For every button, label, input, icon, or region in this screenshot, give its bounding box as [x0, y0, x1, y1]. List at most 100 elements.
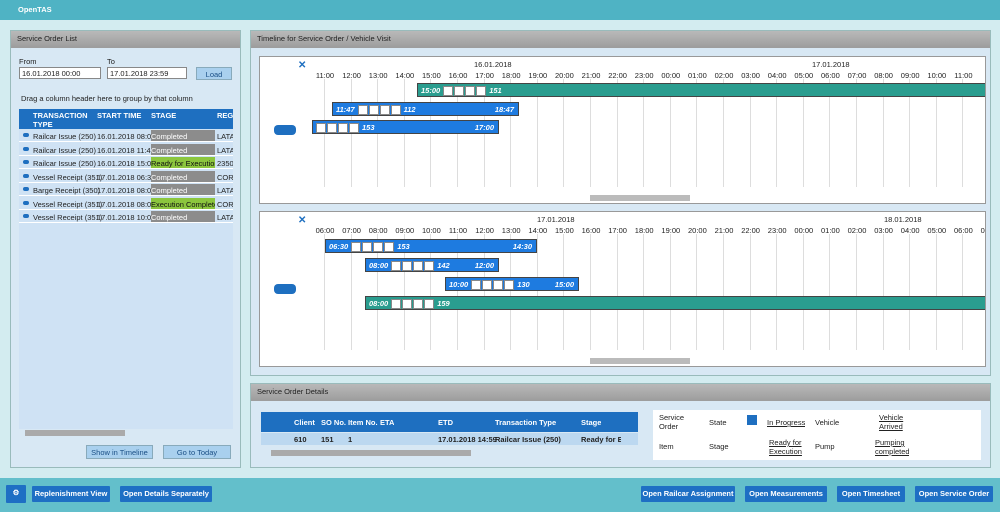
show-in-timeline-button[interactable]: Show in Timeline — [86, 445, 153, 459]
status-value[interactable]: Vehicle Arrived — [879, 413, 904, 431]
bar-number: 130 — [517, 280, 530, 289]
from-input[interactable]: 16.01.2018 00:00 — [19, 67, 101, 79]
grid-line — [536, 79, 538, 187]
bar-number: 153 — [362, 123, 375, 132]
column-header[interactable]: Item No. — [348, 418, 378, 427]
status-value[interactable]: Pumping completed — [875, 438, 909, 456]
footer-button[interactable]: Open Measurements — [745, 486, 827, 502]
h-scrollbar — [590, 195, 690, 201]
column-header[interactable]: ETD — [438, 418, 453, 427]
transaction-type[interactable]: Railcar Issue (250) — [33, 159, 96, 168]
grid-line — [563, 234, 565, 350]
column-header[interactable]: Transaction Type — [495, 418, 557, 427]
grid-line — [723, 79, 724, 187]
column-header[interactable]: REG — [217, 111, 234, 120]
stage-icon — [424, 261, 435, 271]
footer-button[interactable]: Open Service Order — [915, 486, 993, 502]
stage-icon — [349, 123, 359, 133]
transaction-type[interactable]: Vessel Receipt (351) — [33, 199, 103, 209]
timeline-bar[interactable]: 10:00 130 15:00 — [445, 277, 579, 291]
stage-icon — [391, 261, 402, 271]
bar-number: 142 — [437, 261, 450, 270]
column-header[interactable]: SO No. — [321, 418, 347, 427]
start-time: 16.01.2018 15:00 — [97, 159, 156, 168]
timeline-bar[interactable]: 06:30 153 14:30 — [325, 239, 537, 253]
hour-label: 13:00 — [501, 226, 521, 235]
column-header[interactable]: TRANSACTION TYPE — [33, 111, 88, 129]
settings-button[interactable]: ⚙ — [6, 485, 26, 503]
reg: LATA — [217, 186, 233, 195]
hour-label: 22:00 — [741, 226, 760, 235]
stage: Ready for Execution — [151, 157, 215, 168]
timeline-bar[interactable]: 08:00 142 12:00 — [365, 258, 499, 272]
service-order-details: Service Order Details Client SO No. Item No… — [250, 383, 991, 468]
timeline-bar[interactable]: 08:00 159 — [365, 296, 985, 310]
date-label: 17.01.2018 — [537, 215, 575, 224]
cell: Ready for Ex — [581, 435, 621, 444]
footer-button[interactable]: Open Railcar Assignment — [641, 486, 735, 502]
column-header[interactable]: Stage — [581, 418, 602, 427]
column-header[interactable]: Client — [294, 418, 315, 427]
cell: 1 — [348, 435, 353, 444]
hour-label: 04:00 — [767, 71, 787, 80]
reg: LATA — [217, 145, 233, 155]
column-header[interactable]: STAGE — [151, 111, 177, 120]
hour-label: 02:00 — [714, 71, 734, 80]
transaction-type[interactable]: Vessel Receipt (351) — [33, 172, 103, 182]
row-bg — [19, 143, 233, 156]
to-input[interactable]: 17.01.2018 23:59 — [107, 67, 187, 79]
footer-button[interactable]: Replenishment View — [32, 486, 110, 502]
grid-line — [776, 234, 778, 350]
status-label: Item — [659, 442, 674, 451]
stage: Completed — [151, 184, 215, 195]
hour-label: 12:00 — [475, 226, 494, 235]
status-label: State — [709, 418, 727, 427]
status-value[interactable]: In Progress — [767, 418, 806, 427]
transaction-type[interactable]: Railcar Issue (250) — [33, 145, 96, 155]
cell: 17.01.2018 14:59 — [438, 435, 497, 444]
transaction-type[interactable]: Railcar Issue (250) — [33, 132, 96, 141]
footer-button[interactable]: Open Timesheet — [837, 486, 905, 502]
timeline-bar[interactable]: 15:00 151 — [417, 83, 985, 97]
stage-icon — [379, 105, 390, 115]
h-scrollbar — [271, 450, 471, 456]
grid-line — [962, 234, 964, 350]
hour-label: 09:00 — [900, 71, 920, 80]
panel-title: Service Order Details — [251, 384, 990, 401]
status-panel: Service Order State In Progress Vehicle Vehi… — [653, 410, 981, 460]
transaction-type[interactable]: Vessel Receipt (351) — [33, 213, 103, 222]
footer-button[interactable]: Open Details Separately — [120, 486, 212, 502]
from-label: From — [19, 57, 37, 66]
hour-label: 20:00 — [555, 71, 574, 80]
status-label: Pump — [815, 442, 835, 451]
timeline-bar[interactable]: 153 17:00 — [312, 120, 499, 134]
hour-label: 15:00 — [422, 71, 441, 80]
close-icon: ✕ — [298, 215, 307, 226]
reg: 2350 — [217, 159, 233, 168]
hour-label: 14:00 — [528, 226, 548, 235]
hour-label: 18:00 — [501, 71, 521, 80]
transaction-type[interactable]: Barge Receipt (350) — [33, 186, 101, 195]
hour-label: 19:00 — [661, 226, 681, 235]
hour-label: 11:00 — [448, 226, 468, 235]
hour-label: 12:00 — [342, 71, 361, 80]
grid-line — [749, 79, 751, 187]
panel-title: Service Order List — [11, 31, 240, 48]
timeline-bar[interactable]: 11:47 112 18:47 — [332, 102, 519, 116]
hour-label: 10:00 — [422, 226, 441, 235]
stage-icon — [368, 105, 379, 115]
grid-line — [696, 79, 698, 187]
status-value[interactable]: Ready for Execution — [769, 438, 802, 456]
hour-label: 17:00 — [475, 71, 494, 80]
load-button[interactable]: Load — [196, 67, 232, 80]
row-icon — [23, 133, 29, 137]
table-header — [19, 109, 233, 129]
grid-line — [350, 234, 352, 350]
table-row — [261, 433, 638, 445]
go-to-today-button[interactable]: Go to Today — [163, 445, 231, 459]
column-header[interactable]: ETA — [380, 418, 395, 427]
start-time: 17.01.2018 06:30 — [97, 172, 156, 182]
stage-icon — [390, 105, 401, 115]
column-header[interactable]: START TIME — [97, 111, 142, 120]
row-bg — [19, 156, 233, 169]
